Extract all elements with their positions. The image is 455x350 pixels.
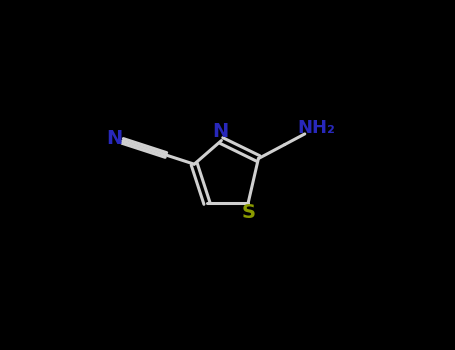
Text: NH₂: NH₂ [298,119,335,137]
Text: S: S [242,203,256,222]
Text: N: N [212,121,229,141]
Text: N: N [106,129,122,148]
